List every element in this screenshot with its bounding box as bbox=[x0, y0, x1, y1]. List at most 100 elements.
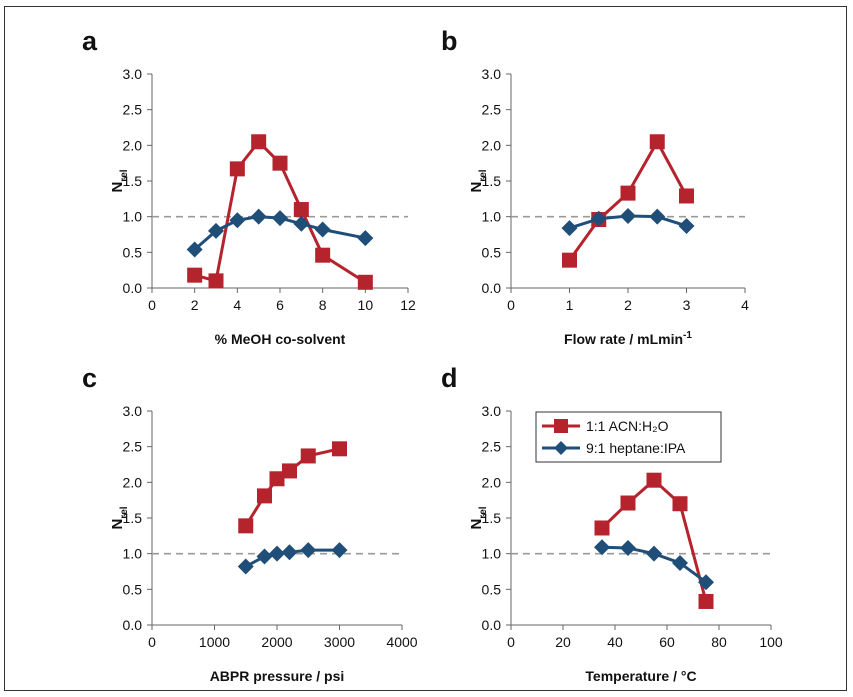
y-tick-label: 0.5 bbox=[123, 581, 143, 597]
y-axis-label-main: N bbox=[109, 519, 126, 530]
y-tick-label: 2.5 bbox=[123, 102, 143, 118]
data-point-square bbox=[620, 495, 636, 511]
y-tick-label: 1.0 bbox=[482, 209, 502, 225]
y-tick-label: 1.5 bbox=[123, 173, 143, 189]
data-point-square bbox=[238, 518, 254, 534]
series-line bbox=[600, 478, 708, 602]
data-point-square bbox=[332, 441, 347, 457]
y-axis-label: Nrel bbox=[109, 169, 130, 192]
data-point-diamond bbox=[561, 220, 578, 237]
x-axis-label-sup: -1 bbox=[683, 330, 692, 341]
data-point-diamond bbox=[208, 222, 224, 239]
data-point-diamond bbox=[300, 542, 317, 559]
data-point-diamond bbox=[594, 539, 610, 556]
x-tick-label: 0 bbox=[148, 297, 156, 313]
series-heptane-ipa bbox=[186, 208, 374, 258]
y-axis-label-sub: rel bbox=[119, 506, 130, 518]
data-point-square bbox=[300, 448, 316, 464]
data-point-square bbox=[698, 593, 714, 609]
x-tick-label: 0 bbox=[507, 297, 515, 313]
series-line bbox=[244, 447, 340, 527]
series-line bbox=[568, 138, 688, 262]
panel-letter: a bbox=[82, 26, 98, 56]
data-point-diamond bbox=[186, 241, 203, 258]
series-heptane-ipa bbox=[237, 542, 348, 575]
legend-marker-diamond bbox=[554, 441, 568, 455]
y-axis-label-sub: rel bbox=[119, 169, 130, 181]
data-point-square bbox=[208, 273, 224, 289]
data-point-square bbox=[679, 188, 694, 204]
y-axis-label: Nrel bbox=[468, 169, 489, 192]
data-point-square bbox=[229, 161, 245, 177]
y-tick-label: 1.0 bbox=[123, 209, 143, 225]
y-tick-label: 1.5 bbox=[123, 510, 143, 526]
panel-a: a 0.0 0.5 1.0 1.5 2.0 2.5 3.0 0 2 4 6 8 10 12 % MeOH co… bbox=[82, 26, 416, 347]
y-axis-label-main: N bbox=[109, 182, 126, 193]
data-point-diamond bbox=[237, 558, 254, 575]
x-axis-label: % MeOH co-solvent bbox=[215, 331, 346, 347]
y-tick-label: 3.0 bbox=[482, 66, 502, 82]
data-point-diamond bbox=[590, 210, 607, 227]
y-axis-label-sub: rel bbox=[478, 506, 489, 518]
y-tick-label: 2.5 bbox=[123, 439, 143, 455]
x-tick-label: 4 bbox=[233, 297, 241, 313]
data-point-diamond bbox=[331, 542, 348, 559]
x-axis-label: Flow rate / mLmin-1 bbox=[564, 330, 692, 347]
x-tick-label: 2 bbox=[624, 297, 632, 313]
x-tick-label: 4 bbox=[741, 297, 749, 313]
data-point-diamond bbox=[272, 210, 288, 227]
data-point-diamond bbox=[678, 217, 695, 234]
legend-marker-square bbox=[554, 419, 568, 433]
y-tick-label: 0.0 bbox=[123, 617, 143, 633]
y-tick-label: 2.5 bbox=[482, 102, 502, 118]
x-axis-label: ABPR pressure / psi bbox=[210, 668, 345, 684]
data-point-diamond bbox=[672, 554, 688, 571]
series-acn-h2o bbox=[238, 441, 347, 534]
data-point-square bbox=[562, 252, 577, 268]
y-tick-label: 1.0 bbox=[482, 546, 502, 562]
data-point-square bbox=[257, 488, 272, 504]
y-tick-label: 1.5 bbox=[482, 173, 502, 189]
y-tick-label: 2.5 bbox=[482, 439, 502, 455]
y-axis-label-sub: rel bbox=[478, 169, 489, 181]
y-tick-label: 3.0 bbox=[123, 66, 143, 82]
series-heptane-ipa bbox=[561, 207, 695, 237]
y-tick-label: 3.0 bbox=[123, 403, 143, 419]
x-tick-label: 10 bbox=[358, 297, 374, 313]
data-point-square bbox=[357, 274, 373, 290]
panel-letter: b bbox=[441, 26, 458, 56]
data-point-diamond bbox=[293, 215, 310, 232]
y-tick-label: 2.0 bbox=[123, 137, 143, 153]
x-tick-label: 12 bbox=[400, 297, 416, 313]
x-tick-label: 1 bbox=[566, 297, 574, 313]
y-tick-label: 1.0 bbox=[123, 546, 143, 562]
data-point-diamond bbox=[256, 548, 273, 565]
legend-label-2: 9:1 heptane:IPA bbox=[586, 440, 686, 456]
y-axis-label: Nrel bbox=[468, 506, 489, 529]
data-point-diamond bbox=[357, 230, 374, 247]
panel-b: b 0.0 0.5 1.0 1.5 2.0 2.5 3.0 0 1 2 3 4 Flow rate / m… bbox=[441, 26, 749, 347]
x-tick-label: 0 bbox=[507, 634, 515, 650]
x-tick-label: 6 bbox=[276, 297, 284, 313]
y-tick-label: 2.0 bbox=[482, 474, 502, 490]
data-point-square bbox=[293, 202, 309, 218]
panel-letter: c bbox=[82, 363, 97, 393]
data-point-diamond bbox=[698, 574, 714, 591]
x-tick-label: 8 bbox=[319, 297, 327, 313]
data-point-diamond bbox=[229, 212, 246, 229]
x-tick-label: 3000 bbox=[324, 634, 355, 650]
data-point-square bbox=[594, 520, 610, 536]
y-axis-label-main: N bbox=[468, 519, 485, 530]
panel-letter: d bbox=[441, 363, 458, 393]
data-point-diamond bbox=[314, 221, 331, 238]
data-point-square bbox=[272, 155, 288, 171]
panel-c: c 0.0 0.5 1.0 1.5 2.0 2.5 3.0 0 1000 2000 3000 4000 A… bbox=[82, 363, 418, 684]
y-tick-label: 1.5 bbox=[482, 510, 502, 526]
y-tick-label: 0.5 bbox=[482, 581, 502, 597]
panel-d: d 0.0 0.5 1.0 1.5 2.0 2.5 3.0 0 20 40 60 80 100 Temper… bbox=[441, 363, 783, 684]
data-point-diamond bbox=[250, 208, 267, 225]
data-point-diamond bbox=[620, 539, 636, 556]
data-point-diamond bbox=[646, 545, 662, 562]
series-acn-h2o bbox=[562, 134, 694, 268]
